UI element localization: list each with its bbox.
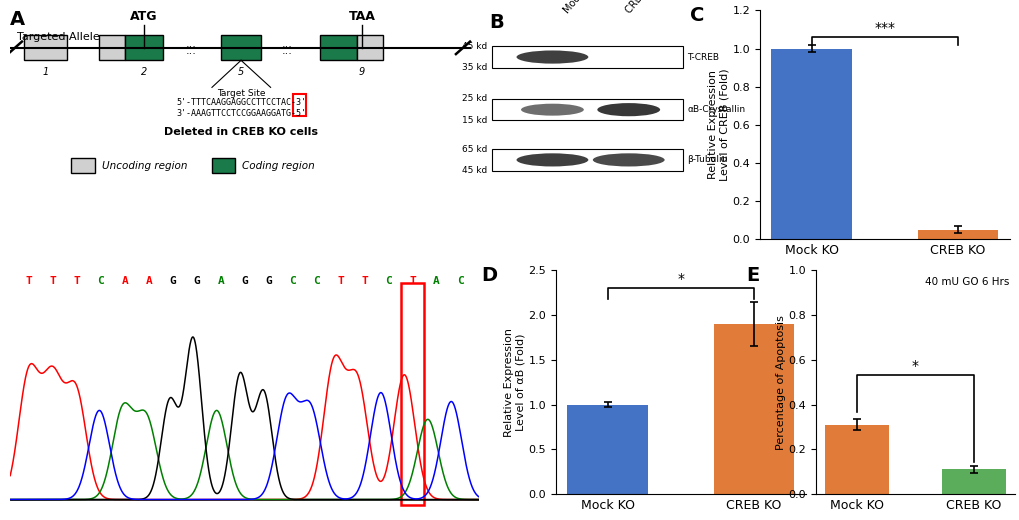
Bar — [71, 158, 95, 173]
Ellipse shape — [597, 103, 659, 116]
Text: G: G — [242, 276, 248, 285]
Text: Target Site: Target Site — [217, 88, 265, 98]
Text: 15 kd: 15 kd — [462, 116, 487, 125]
Text: 5: 5 — [237, 67, 244, 76]
Text: C: C — [689, 6, 703, 25]
Bar — [292, 94, 306, 116]
Bar — [99, 35, 125, 60]
Text: ···: ··· — [281, 42, 292, 52]
Text: T: T — [25, 276, 33, 285]
Text: G: G — [265, 276, 272, 285]
Bar — [491, 46, 682, 68]
Text: 9: 9 — [359, 67, 365, 76]
Text: T: T — [73, 276, 81, 285]
Ellipse shape — [516, 50, 588, 63]
Text: G: G — [169, 276, 176, 285]
Text: C: C — [457, 276, 464, 285]
Text: C: C — [289, 276, 296, 285]
Text: G: G — [194, 276, 200, 285]
Text: CREB KO: CREB KO — [624, 0, 659, 15]
Text: T: T — [361, 276, 368, 285]
Ellipse shape — [516, 153, 588, 166]
Bar — [491, 149, 682, 171]
Text: *: * — [911, 359, 918, 373]
Text: C: C — [313, 276, 320, 285]
Text: β-Tubulin: β-Tubulin — [687, 155, 727, 164]
Text: Deleted in CREB KO cells: Deleted in CREB KO cells — [164, 127, 318, 137]
Text: 65 kd: 65 kd — [462, 145, 487, 153]
Text: 45 kd: 45 kd — [462, 166, 487, 175]
Text: T: T — [409, 276, 416, 285]
Text: ···: ··· — [185, 42, 196, 52]
Text: 5'-TTTCAAGGAGGCCTTCCTAC-3': 5'-TTTCAAGGAGGCCTTCCTAC-3' — [176, 98, 306, 107]
Text: ···: ··· — [185, 49, 196, 59]
Text: 40 mU GO 6 Hrs: 40 mU GO 6 Hrs — [923, 277, 1008, 287]
Bar — [320, 35, 357, 60]
Text: ATG: ATG — [130, 10, 158, 23]
Text: C: C — [385, 276, 391, 285]
Bar — [491, 99, 682, 121]
Text: A: A — [10, 10, 25, 30]
Text: ***: *** — [873, 21, 895, 35]
Text: 25 kd: 25 kd — [462, 95, 487, 103]
Bar — [357, 35, 383, 60]
Bar — [941, 470, 1005, 494]
Bar — [125, 35, 163, 60]
Text: T: T — [50, 276, 56, 285]
Text: TAA: TAA — [348, 10, 375, 23]
Text: Mock KO: Mock KO — [560, 0, 595, 15]
Ellipse shape — [592, 153, 664, 166]
Bar — [212, 158, 235, 173]
Y-axis label: Relative Expression
Level of CREB (Fold): Relative Expression Level of CREB (Fold) — [707, 69, 729, 181]
Text: ···: ··· — [281, 49, 292, 59]
Text: A: A — [217, 276, 224, 285]
Text: 3'-AAAGTTCCTCCGGAAGGATG-5': 3'-AAAGTTCCTCCGGAAGGATG-5' — [176, 109, 306, 119]
Bar — [24, 35, 66, 60]
Text: αB-Crystallin: αB-Crystallin — [687, 105, 745, 114]
Text: Uncoding region: Uncoding region — [102, 161, 187, 171]
Text: D: D — [481, 266, 496, 285]
Bar — [567, 405, 647, 494]
Text: A: A — [433, 276, 439, 285]
Bar — [770, 48, 851, 239]
Y-axis label: Percentage of Apoptosis: Percentage of Apoptosis — [775, 315, 785, 450]
Text: 45 kd: 45 kd — [462, 42, 487, 51]
Text: A: A — [121, 276, 128, 285]
Bar — [221, 35, 261, 60]
Text: Coding region: Coding region — [243, 161, 315, 171]
Text: 1: 1 — [42, 67, 49, 76]
Text: T: T — [337, 276, 343, 285]
Text: E: E — [746, 266, 759, 285]
Ellipse shape — [521, 103, 583, 115]
Text: T-CREB: T-CREB — [687, 53, 718, 61]
Text: C: C — [98, 276, 104, 285]
Bar — [713, 324, 794, 494]
Text: 2: 2 — [141, 67, 147, 76]
Y-axis label: Relative Expression
Level of αB (Fold): Relative Expression Level of αB (Fold) — [503, 328, 525, 437]
Bar — [917, 230, 998, 239]
Text: B: B — [489, 13, 503, 32]
Bar — [824, 425, 889, 494]
Text: Targeted Allele: Targeted Allele — [17, 32, 100, 43]
Text: 35 kd: 35 kd — [462, 63, 487, 72]
Text: A: A — [146, 276, 152, 285]
Text: *: * — [677, 272, 684, 287]
Bar — [400, 283, 424, 504]
